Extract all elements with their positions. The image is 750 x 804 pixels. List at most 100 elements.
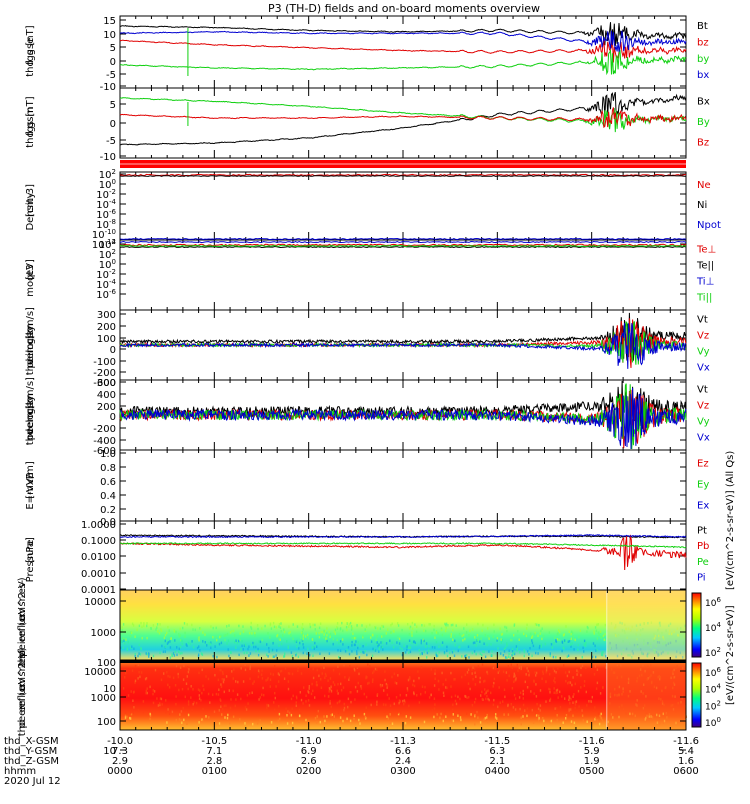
pressure-legend-pi: Pi	[697, 573, 706, 584]
density-legend-ne: Ne	[697, 180, 711, 191]
panel-peer-eflux: 10000100010010thdpeerenefluxeV(cm^2-s-sr…	[17, 647, 721, 757]
density-ylabel: Density[cm-3]	[25, 184, 36, 231]
temperature-ytick-label: 100	[99, 258, 116, 271]
peir-eflux-ytick-label: 100	[97, 658, 116, 669]
peim-velocity-ytick-label: 300	[97, 310, 116, 321]
pressure-ylabel: Pressure[nPa]	[25, 537, 36, 582]
peir-eflux-colorbar-tick: 106	[705, 596, 721, 609]
pressure-legend-pb: Pb	[697, 541, 709, 552]
density-ytick-label: 100	[99, 178, 116, 191]
efield-legend-ey: Ey	[697, 480, 709, 491]
temperature-ytick-label: 104	[99, 238, 117, 251]
svg-text:peim: peim	[25, 343, 36, 368]
efield-ytick-label: 1.0	[100, 449, 116, 460]
efield-frame	[119, 449, 687, 522]
xaxis-row-label: hhmm	[4, 766, 36, 777]
xaxis-value: 2.8	[206, 756, 222, 767]
density-frame	[119, 171, 687, 241]
xaxis-value: 0200	[296, 766, 321, 777]
svg-text:peem: peem	[25, 412, 36, 440]
fgs-gsm-trace-bx	[120, 92, 687, 146]
density-legend-ni: Ni	[697, 200, 707, 211]
temperature-trace-ti-perp	[119, 240, 687, 244]
density-ytick-label: 10-8	[96, 218, 116, 231]
svg-text:[km/s]: [km/s]	[25, 377, 36, 409]
density-ytick-label: 10-6	[96, 208, 116, 221]
panel-peir-eflux: 10000100010010thdpeirenefluxeV(cm^2-s-sr…	[17, 577, 721, 695]
xaxis-value: 0400	[485, 766, 510, 777]
xaxis-value: 6.3	[489, 746, 505, 757]
fgs-gsm-legend-bz: Bz	[697, 138, 709, 149]
pressure-frame	[119, 520, 687, 591]
density-trace-npot	[119, 237, 687, 241]
density-legend-npot: Npot	[697, 220, 721, 231]
efield-ytick-label: 0.8	[100, 463, 116, 474]
xaxis-date: 2020 Jul 12	[4, 776, 61, 787]
colorbar-axis-label-upper: [eV/(cm^2-s-sr-eV)] (All Qs)	[725, 451, 736, 590]
svg-text:thd: thd	[25, 429, 36, 446]
peim-velocity-legend-vz: Vz	[697, 331, 709, 342]
temperature-ytick-label: 102	[99, 248, 116, 261]
efield-ylabel: E=-VxB[mV/m]	[25, 461, 36, 510]
svg-text:eV: eV	[17, 677, 28, 690]
svg-text:velocity: velocity	[25, 395, 36, 434]
peem-velocity-ytick-label: 200	[97, 402, 116, 413]
peem-velocity-legend-vz: Vz	[697, 401, 709, 412]
temperature-ytick-label: 10-4	[96, 278, 116, 291]
fgs-gsm-ytick-label: -5	[106, 136, 116, 147]
svg-text:Pressure: Pressure	[25, 540, 36, 583]
peem-velocity-legend-vy: Vy	[697, 417, 710, 428]
peem-velocity-ytick-label: -400	[93, 436, 116, 447]
xaxis-value: 0600	[673, 766, 698, 777]
svg-text:moqt3: moqt3	[25, 264, 36, 297]
svg-text:[mV/m]: [mV/m]	[25, 461, 36, 499]
pressure-ytick-label: 0.0010	[81, 569, 116, 580]
peir-eflux-ytick-label: 10000	[84, 597, 116, 608]
fgs-gsm-ytick-label: -10	[100, 152, 116, 163]
svg-text:en: en	[17, 700, 28, 713]
peem-velocity-ytick-label: 0	[110, 412, 116, 423]
xaxis-value: 5.9	[584, 746, 600, 757]
peir-eflux-colorbar-tick: 104	[705, 621, 721, 634]
peer-eflux-ytick-label: 10000	[84, 667, 116, 678]
xaxis-row-label: thd_X-GSM	[4, 736, 59, 747]
peim-velocity-trace-vx	[119, 322, 687, 369]
density-ytick-label: 10-4	[96, 198, 116, 211]
svg-text:eflux: eflux	[17, 613, 28, 638]
xaxis-value: 0000	[107, 766, 132, 777]
fgs-gse-legend-bt: Bt	[697, 21, 708, 32]
svg-text:peer: peer	[17, 705, 28, 729]
svg-text:eV: eV	[17, 607, 28, 620]
efield-ytick-label: 0.2	[100, 505, 116, 516]
temperature-legend-te⊥: Te⊥	[696, 245, 716, 256]
peim-velocity-ytick-label: -200	[93, 368, 116, 379]
efield-ytick-label: 0.6	[100, 477, 116, 488]
svg-text:gse: gse	[25, 38, 36, 56]
peir-eflux-colorbar	[691, 592, 702, 658]
temperature-frame	[119, 239, 687, 311]
xaxis-value: 0100	[202, 766, 227, 777]
xaxis-value: -11.6	[673, 736, 699, 747]
peem-velocity-legend-vx: Vx	[697, 432, 710, 443]
xaxis-row-label: thd_Z-GSM	[4, 756, 59, 767]
peir-eflux-ytick-label: 10	[103, 684, 116, 695]
svg-text:(cm^2-s-: (cm^2-s-	[17, 649, 28, 696]
peem-velocity-ytick-label: -600	[93, 446, 116, 457]
pressure-ytick-label: 1.0000	[81, 520, 116, 531]
xaxis-value: 1.9	[584, 756, 600, 767]
peer-eflux-heatmap	[120, 660, 686, 730]
peer-eflux-colorbar-tick: 100	[705, 716, 721, 729]
pressure-ytick-label: 0.1000	[81, 536, 116, 547]
xaxis-value: 5.4	[678, 746, 694, 757]
fgs-gse-legend-by: by	[697, 54, 709, 65]
svg-text:thd: thd	[17, 650, 28, 667]
svg-text:[nPa]: [nPa]	[25, 537, 36, 563]
xaxis-value: 1.6	[678, 756, 694, 767]
pressure-trace-pe	[119, 542, 687, 549]
xaxis-value: 2.6	[301, 756, 317, 767]
xaxis-value: -11.5	[484, 736, 510, 747]
peim-velocity-legend-vt: Vt	[697, 315, 708, 326]
